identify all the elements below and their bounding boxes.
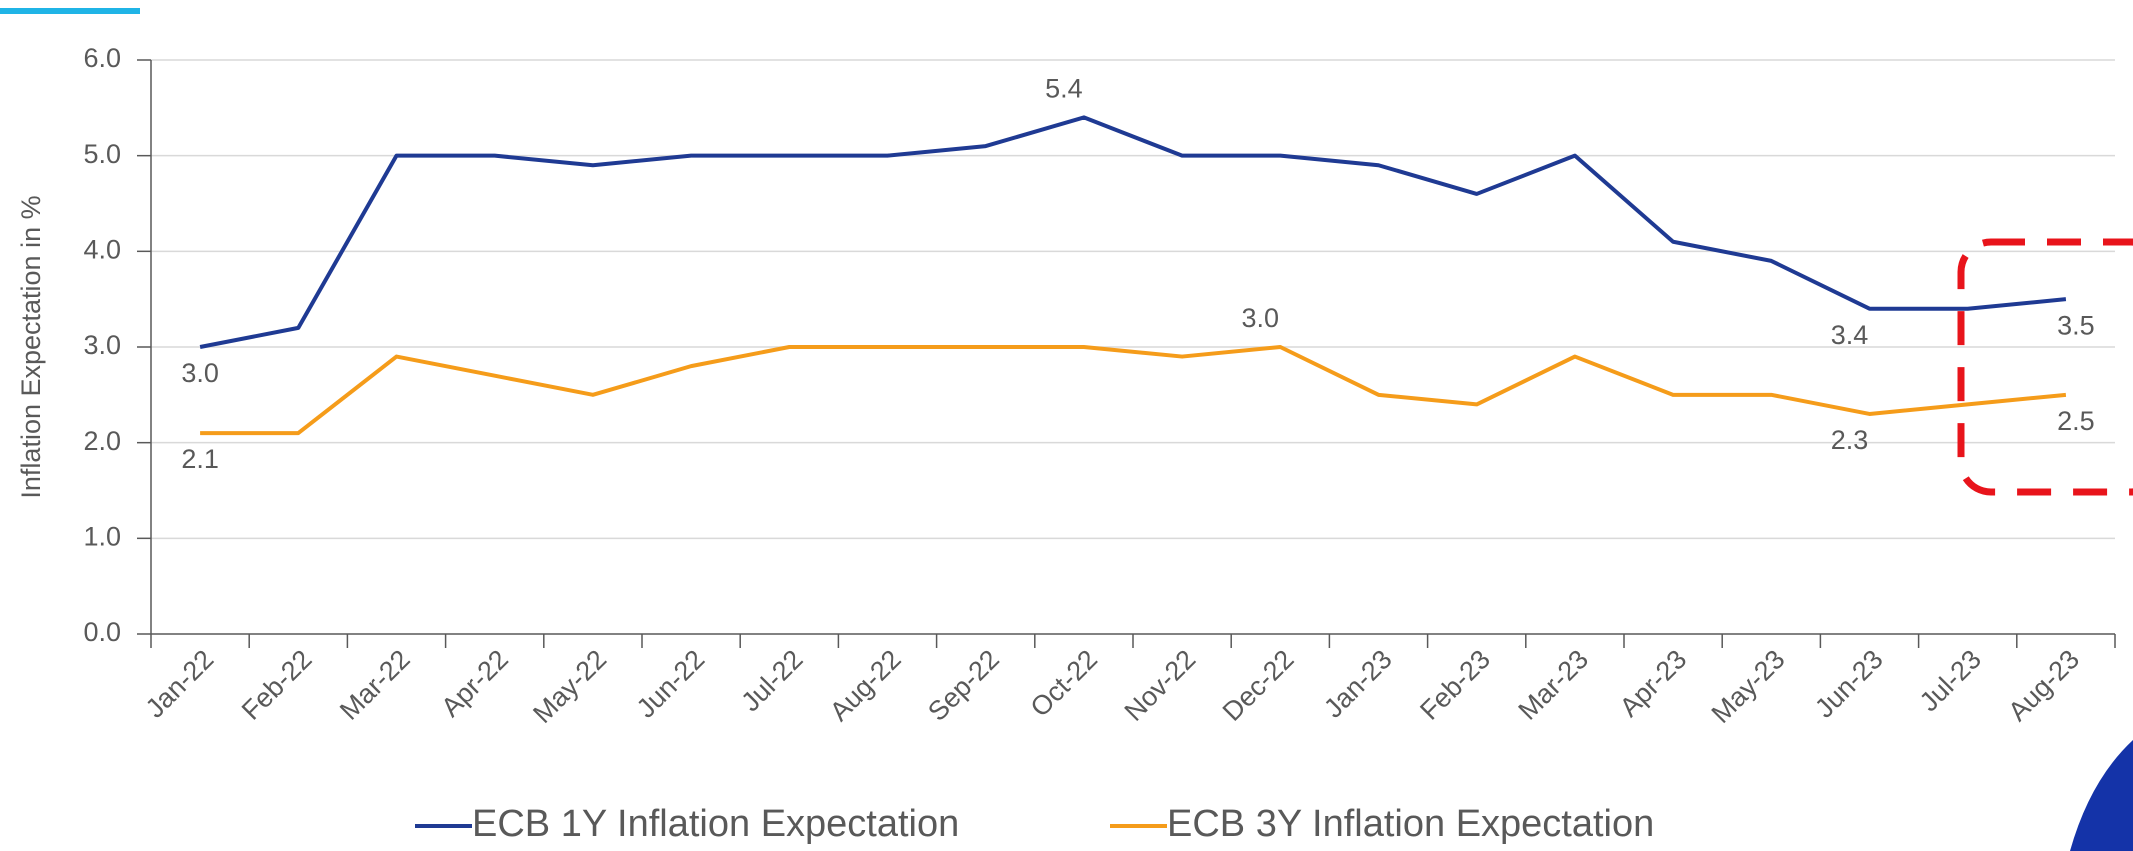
data-label: 5.4 [1045,74,1083,104]
data-label: 3.4 [1831,320,1869,350]
x-tick-label: May-23 [1706,644,1791,729]
y-tick-label: 4.0 [83,234,121,264]
data-label: 3.0 [181,358,219,388]
x-tick-label: Feb-23 [1414,644,1496,726]
data-label: 3.5 [2057,310,2095,340]
x-tick-label: Jun-23 [1809,644,1889,724]
x-tick-label: Jun-22 [631,644,711,724]
x-tick-label: Dec-22 [1217,644,1300,727]
y-tick-label: 0.0 [83,617,121,647]
x-tick-label: Oct-22 [1025,644,1104,723]
y-axis-title: Inflation Expectation in % [16,195,46,498]
x-tick-label: Apr-22 [435,644,514,723]
y-tick-label: 5.0 [83,139,121,169]
highlight-box [1957,238,2133,496]
data-label: 2.3 [1831,425,1869,455]
x-tick-label: Feb-22 [236,644,318,726]
x-tick-label: Nov-22 [1119,644,1202,727]
x-tick-label: Jan-22 [140,644,220,724]
y-tick-label: 2.0 [83,426,121,456]
x-tick-label: Sep-22 [922,644,1005,727]
x-tick-label: Mar-23 [1512,644,1594,726]
data-label: 2.1 [181,444,219,474]
y-tick-label: 6.0 [83,43,121,73]
y-tick-label: 3.0 [83,330,121,360]
data-label: 2.5 [2057,406,2095,436]
x-tick-label: Mar-22 [334,644,416,726]
legend-label: ECB 1Y Inflation Expectation [472,803,959,845]
x-tick-label: Jan-23 [1318,644,1398,724]
x-tick-label: May-22 [527,644,612,729]
x-tick-label: Apr-23 [1614,644,1693,723]
legend-label: ECB 3Y Inflation Expectation [1167,803,1654,845]
accent-bar [0,8,140,14]
x-tick-label: Aug-22 [824,644,907,727]
x-tick-label: Aug-23 [2002,644,2085,727]
series-line [200,345,2067,436]
series-line [199,115,2067,349]
x-tick-label: Jul-22 [735,644,808,717]
data-label: 3.0 [1242,303,1280,333]
x-tick-label: Jul-23 [1914,644,1987,717]
corner-decoration [2070,740,2133,851]
y-tick-label: 1.0 [83,521,121,551]
